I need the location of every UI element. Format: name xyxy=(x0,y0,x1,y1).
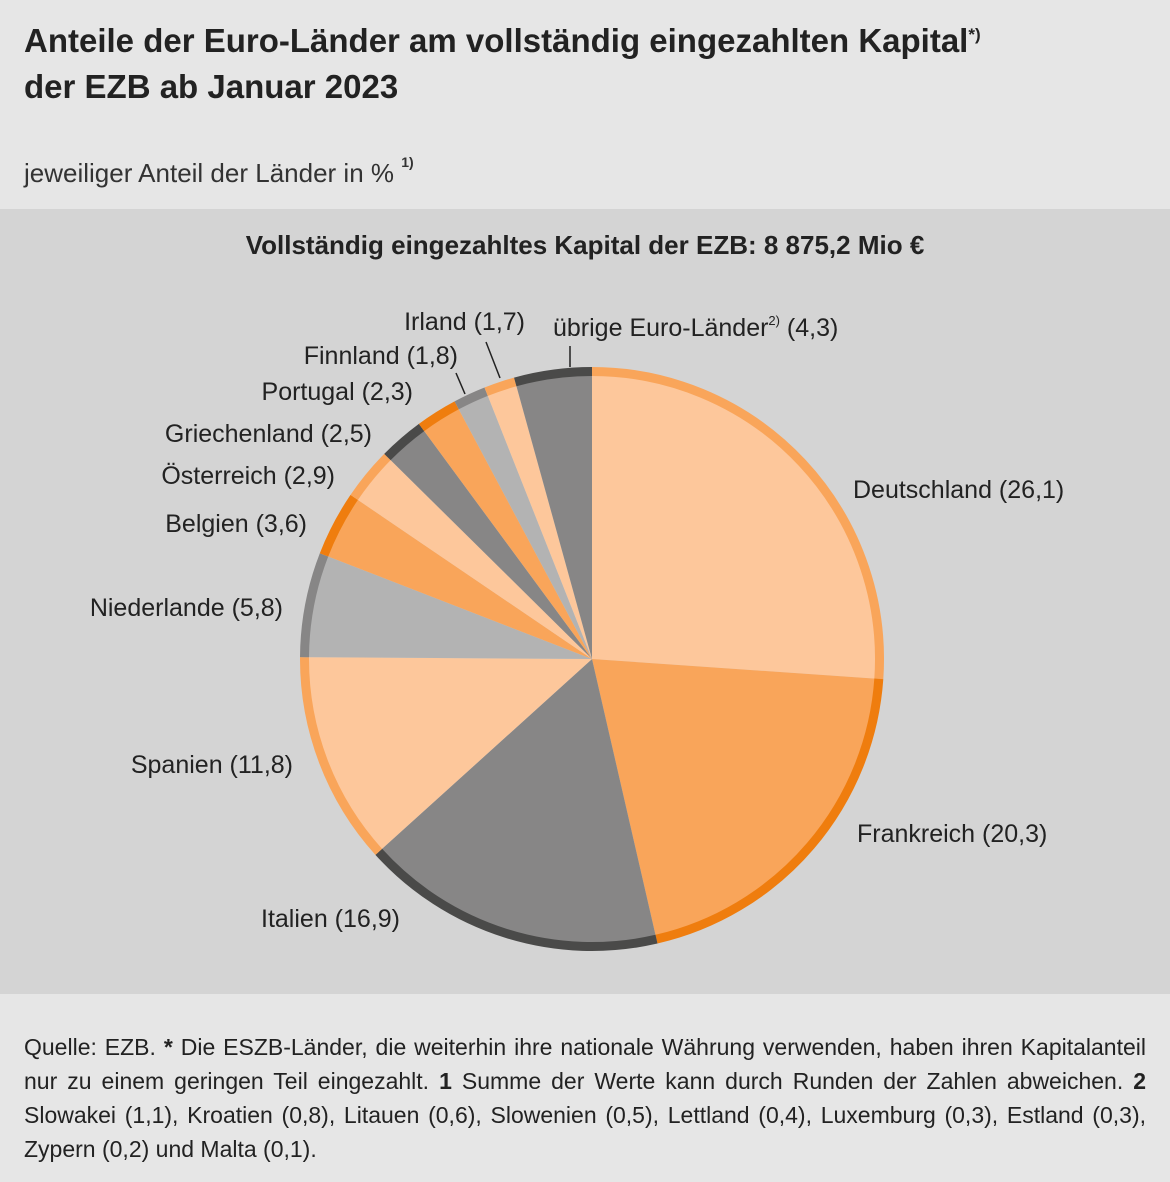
subtitle-footnote: 1) xyxy=(401,154,414,170)
star-marker: * xyxy=(163,1034,173,1060)
star-note: Die ESZB-Länder, die weiterhin ihre nati… xyxy=(24,1034,1146,1094)
pie-slice-rim-österreich xyxy=(350,453,391,500)
note2-text: Slowakei (1,1), Kroatien (0,8), Litauen … xyxy=(24,1102,1146,1162)
pie-slice-österreich xyxy=(351,454,592,659)
pie-slice-rim-irland xyxy=(484,377,517,396)
slice-label-griechenland: Griechenland (2,5) xyxy=(165,420,372,448)
source-label: Quelle: EZB. xyxy=(24,1034,156,1060)
pie-slice-finnland xyxy=(455,388,592,659)
chart-title: Anteile der Euro-Länder am vollständig e… xyxy=(24,18,1124,110)
slice-label-portugal: Portugal (2,3) xyxy=(262,378,413,406)
pie-slice-deutschland xyxy=(592,368,883,680)
footer-area xyxy=(0,998,1170,1182)
slice-label-übrige-euro-länder: übrige Euro-Länder2) (4,3) xyxy=(553,313,838,342)
pie-slice-rim-griechenland xyxy=(384,423,425,461)
pie-slice-irland xyxy=(484,378,592,659)
pie-slice-portugal xyxy=(419,402,592,659)
title-footnote: *) xyxy=(968,25,981,44)
pie-slice-rim-portugal xyxy=(418,401,459,432)
pie-slice-italien xyxy=(376,659,658,950)
note2-marker: 2 xyxy=(1133,1068,1147,1094)
title-line2: der EZB ab Januar 2023 xyxy=(24,68,399,105)
pie-slice-griechenland xyxy=(384,424,592,659)
leader-lines xyxy=(455,341,571,395)
pie-slice-rim-spanien xyxy=(300,657,383,855)
pie-slice-rim-frankreich xyxy=(655,678,884,944)
slice-label-finnland: Finnland (1,8) xyxy=(304,342,458,370)
slice-label-deutschland: Deutschland (26,1) xyxy=(853,476,1064,504)
pie-slice-niederlande xyxy=(301,553,592,659)
header-area: Anteile der Euro-Länder am vollständig e… xyxy=(0,0,1170,205)
leader-line-finnland xyxy=(455,372,466,395)
pie-slice-spanien xyxy=(300,657,592,855)
slice-labels: Deutschland (26,1) Frankreich (20,3) Itali… xyxy=(90,308,1064,933)
slice-label-österreich: Österreich (2,9) xyxy=(161,462,335,490)
chart-subtitle: jeweiliger Anteil der Länder in % 1) xyxy=(24,154,414,189)
leader-line-irland xyxy=(485,341,501,379)
slice-label-irland: Irland (1,7) xyxy=(404,308,525,336)
slice-label-belgien: Belgien (3,6) xyxy=(165,510,307,538)
pie-chart: Deutschland (26,1) Frankreich (20,3) Itali… xyxy=(90,308,1064,951)
slice-label-niederlande: Niederlande (5,8) xyxy=(90,594,283,622)
pie-heading: Vollständig eingezahltes Kapital der EZB… xyxy=(245,230,925,260)
note1-marker: 1 xyxy=(439,1068,452,1094)
slice-label-frankreich: Frankreich (20,3) xyxy=(857,820,1047,848)
slice-label-italien: Italien (16,9) xyxy=(261,905,400,933)
pie-slice-rim-niederlande xyxy=(300,553,329,658)
pie-slice-frankreich xyxy=(592,659,883,943)
pie-slice-rim-deutschland xyxy=(591,367,884,680)
pie-slices xyxy=(300,367,884,951)
pie-slice-rim-italien xyxy=(375,848,658,951)
title-line1: Anteile der Euro-Länder am vollständig e… xyxy=(24,22,969,59)
pie-slice-belgien xyxy=(320,495,592,659)
subtitle-text: jeweiliger Anteil der Länder in % xyxy=(24,158,394,188)
source-note: Quelle: EZB. * Die ESZB-Länder, die weit… xyxy=(24,1030,1146,1166)
pie-slice-rim-finnland xyxy=(454,387,488,410)
pie-slice-rim-übrige-euro-länder xyxy=(514,367,593,387)
note1-text: Summe der Werte kann durch Runden der Za… xyxy=(461,1068,1124,1094)
pie-slice-rim-belgien xyxy=(319,494,358,557)
slice-label-spanien: Spanien (11,8) xyxy=(131,751,293,779)
pie-slice-übrige-euro-länder xyxy=(514,368,592,659)
